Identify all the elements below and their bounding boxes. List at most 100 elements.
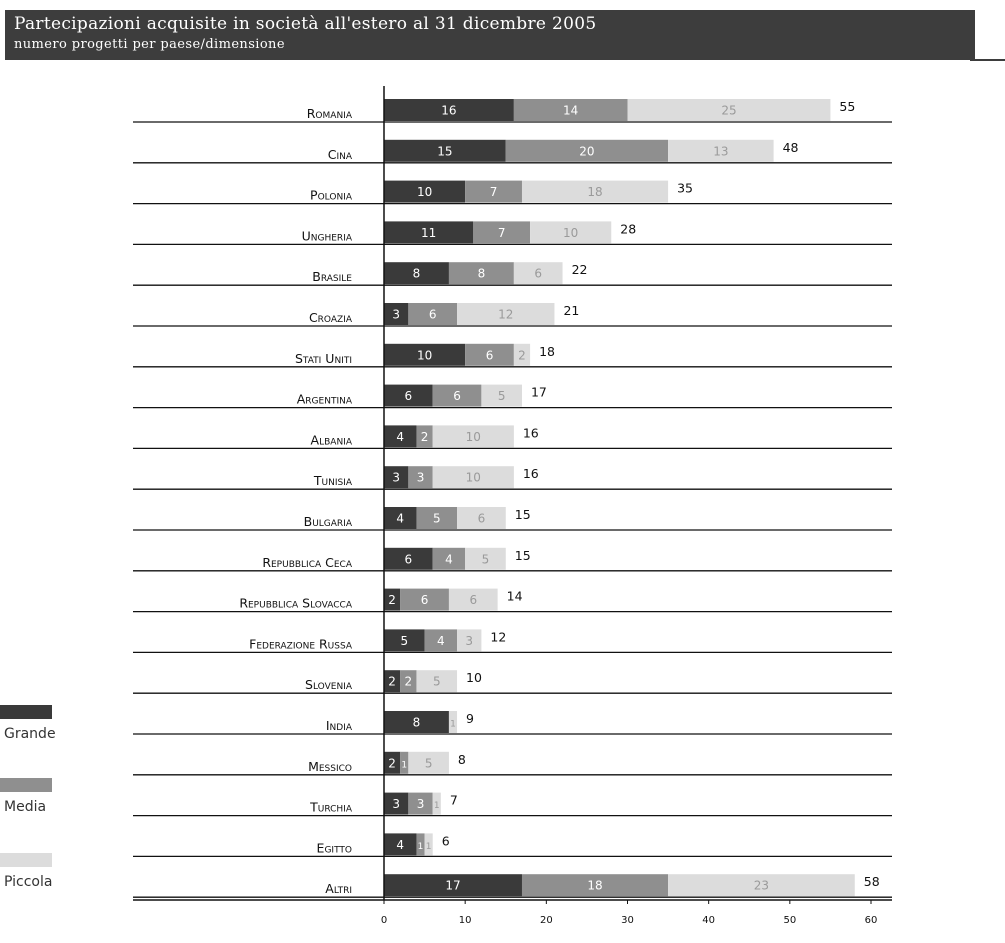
segment-label: 2 — [518, 348, 526, 362]
x-tick-label: 0 — [381, 915, 387, 926]
segment-label: 5 — [433, 512, 441, 526]
total-label: 48 — [783, 140, 799, 155]
total-label: 28 — [620, 221, 636, 236]
legend-label-media: Media — [4, 799, 47, 815]
segment-label: 1 — [418, 842, 424, 852]
bar-media — [448, 262, 514, 285]
bar-grande — [384, 384, 433, 407]
header-rule — [970, 59, 1005, 61]
category-label: Egitto — [317, 840, 352, 855]
total-label: 16 — [523, 466, 539, 481]
category-label: Turchia — [309, 800, 353, 815]
segment-label: 8 — [413, 716, 421, 730]
category-label: Argentina — [297, 392, 353, 407]
x-tick-label: 10 — [459, 915, 472, 926]
bar-piccola — [530, 221, 612, 244]
bar-grande — [384, 99, 514, 121]
bar-media — [416, 425, 433, 448]
bar-media — [408, 303, 458, 325]
total-label: 16 — [523, 425, 539, 440]
segment-label: 1 — [426, 842, 432, 852]
bar-grande — [384, 466, 409, 489]
bar-piccola — [513, 262, 563, 285]
segment-label: 6 — [421, 593, 429, 607]
segment-label: 16 — [441, 104, 456, 118]
segment-label: 4 — [396, 430, 404, 444]
total-label: 8 — [458, 752, 466, 767]
bar-piccola — [432, 466, 514, 489]
segment-label: 10 — [563, 226, 578, 240]
bar-media — [408, 792, 433, 815]
bar-piccola — [416, 670, 458, 693]
category-label: Federazione Russa — [249, 636, 353, 651]
category-label: Stati Uniti — [295, 351, 352, 366]
bar-grande — [384, 711, 449, 733]
total-label: 6 — [442, 833, 450, 848]
bar-grande — [384, 343, 466, 366]
category-label: Tunisia — [313, 473, 353, 488]
segment-label: 3 — [392, 797, 400, 811]
bar-piccola — [668, 874, 855, 897]
segment-label: 5 — [425, 756, 433, 770]
legend-swatch-media — [0, 778, 52, 792]
category-label: Polonia — [310, 188, 353, 203]
total-label: 55 — [839, 99, 855, 114]
bar-piccola — [513, 343, 531, 366]
total-label: 12 — [490, 629, 506, 644]
bar-grande — [384, 792, 409, 815]
bar-piccola — [432, 425, 514, 448]
segment-label: 10 — [417, 185, 432, 199]
total-label: 18 — [539, 344, 555, 359]
total-label: 21 — [563, 303, 579, 318]
bar-media — [521, 874, 669, 897]
segment-label: 6 — [478, 512, 486, 526]
segment-label: 6 — [429, 308, 437, 322]
category-label: Repubblica Ceca — [262, 555, 353, 570]
segment-label: 4 — [445, 552, 453, 566]
bar-media — [432, 547, 466, 570]
segment-label: 3 — [392, 308, 400, 322]
bar-piccola — [457, 303, 555, 325]
segment-label: 17 — [445, 879, 460, 893]
bar-media — [465, 180, 522, 203]
category-label: Bulgaria — [304, 514, 353, 529]
category-label: Repubblica Slovacca — [239, 596, 353, 611]
bar-media — [424, 629, 458, 652]
segment-label: 10 — [417, 348, 432, 362]
segment-label: 10 — [466, 430, 481, 444]
segment-label: 13 — [713, 144, 728, 158]
total-label: 22 — [572, 262, 588, 277]
segment-label: 6 — [469, 593, 477, 607]
x-tick-label: 30 — [621, 915, 634, 926]
category-label: Brasile — [312, 269, 352, 284]
bar-grande — [384, 180, 466, 203]
x-tick-label: 60 — [865, 915, 878, 926]
segment-label: 1 — [450, 720, 456, 730]
category-label: Croazia — [309, 310, 353, 325]
segment-label: 7 — [490, 185, 498, 199]
bar-piccola — [481, 384, 522, 407]
bar-media — [400, 670, 417, 693]
segment-label: 4 — [437, 634, 445, 648]
segment-label: 6 — [534, 267, 542, 281]
legend-label-grande: Grande — [4, 726, 56, 742]
bar-grande — [384, 833, 417, 856]
bar-grande — [384, 262, 449, 285]
bar-piccola — [432, 792, 441, 815]
bar-grande — [384, 547, 433, 570]
category-label: Altri — [325, 881, 352, 896]
legend-swatch-piccola — [0, 853, 52, 867]
bar-media — [473, 221, 531, 244]
segment-label: 1 — [434, 801, 440, 811]
category-label: Ungheria — [302, 228, 353, 243]
segment-label: 8 — [478, 267, 486, 281]
segment-label: 18 — [587, 879, 602, 893]
segment-label: 5 — [498, 389, 506, 403]
segment-label: 11 — [421, 226, 436, 240]
bar-grande — [384, 303, 409, 325]
segment-label: 2 — [405, 675, 413, 689]
total-label: 58 — [864, 874, 880, 889]
bar-piccola — [424, 833, 433, 856]
segment-label: 3 — [465, 634, 473, 648]
x-tick-label: 50 — [783, 915, 796, 926]
